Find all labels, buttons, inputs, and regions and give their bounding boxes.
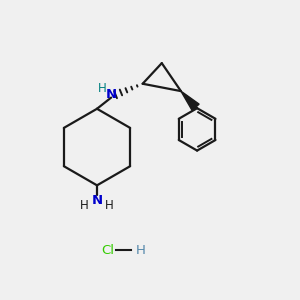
Text: H: H	[98, 82, 106, 95]
Text: H: H	[80, 200, 89, 212]
Text: H: H	[136, 244, 146, 256]
Text: N: N	[106, 88, 117, 100]
Polygon shape	[181, 91, 199, 110]
Text: Cl: Cl	[102, 244, 115, 256]
Text: N: N	[92, 194, 103, 207]
Text: H: H	[104, 200, 113, 212]
